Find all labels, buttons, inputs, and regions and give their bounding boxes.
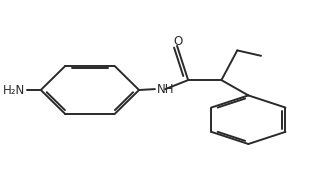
Text: H₂N: H₂N (3, 84, 25, 96)
Text: NH: NH (156, 83, 174, 96)
Text: O: O (173, 35, 183, 48)
